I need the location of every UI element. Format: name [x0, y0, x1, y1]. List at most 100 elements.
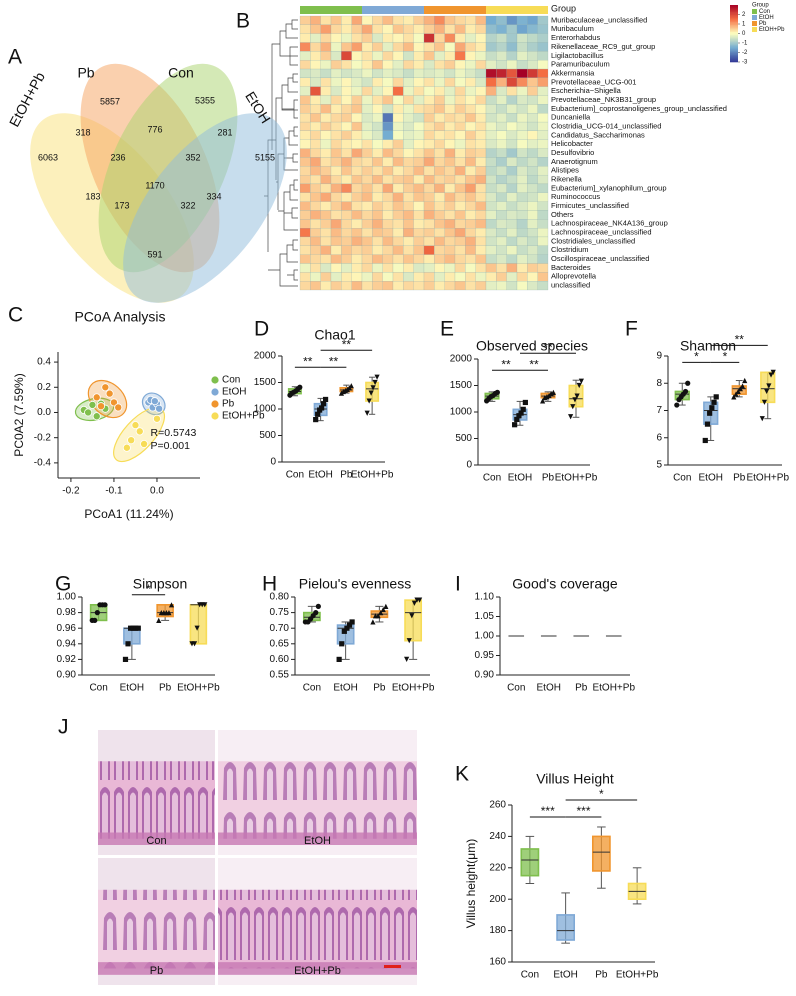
heatmap-cell	[413, 33, 425, 43]
heatmap-cell	[330, 95, 342, 105]
heatmap-cell	[299, 183, 311, 193]
heatmap-cell	[310, 272, 321, 282]
heatmap-cell	[423, 24, 435, 34]
heatmap-cell	[423, 86, 435, 96]
heatmap-cell	[516, 192, 528, 202]
heatmap-cell	[320, 210, 332, 220]
heatmap-cell	[403, 121, 414, 132]
heatmap-cell	[299, 130, 311, 140]
heatmap-cell	[310, 139, 321, 149]
heatmap-cell	[413, 254, 425, 264]
heatmap-cell	[516, 95, 528, 105]
data-point	[135, 625, 141, 631]
heatmap-cell	[351, 192, 363, 202]
heatmap-cell	[392, 86, 404, 96]
data-point	[759, 416, 765, 422]
heatmap-cell	[330, 272, 342, 282]
heatmap-cell	[485, 130, 497, 140]
data-point	[674, 402, 680, 408]
heatmap-cell	[413, 104, 425, 114]
significance-label: *	[723, 350, 728, 364]
heatmap-cell	[330, 245, 342, 255]
y-tick-label: -0.4	[34, 458, 52, 469]
x-tick-label: EtOH	[308, 470, 332, 481]
y-tick-label: 8	[656, 378, 662, 389]
heatmap-cell	[372, 236, 383, 246]
heatmap-cell	[465, 24, 476, 34]
heatmap-cell	[330, 263, 342, 273]
y-tick-label: 0.90	[57, 670, 77, 681]
heatmap-cell	[465, 236, 476, 246]
significance-label: **	[543, 340, 553, 354]
data-point	[568, 414, 574, 420]
heatmap-cell	[434, 95, 445, 105]
heatmap-cell	[527, 263, 538, 273]
heatmap-cell	[320, 254, 332, 264]
heatmap-cell	[454, 113, 466, 123]
heatmap-cell	[485, 104, 497, 114]
colorbar-step	[730, 59, 738, 61]
heatmap-cell	[527, 42, 538, 52]
data-point	[94, 610, 100, 616]
heatmap-cell	[485, 139, 497, 149]
heatmap-cell	[465, 228, 476, 238]
row-label: Eubacterium]_coprostanoligenes_group_unc…	[551, 104, 727, 113]
colorbar-tick-label: 2	[742, 12, 746, 18]
heatmap-cell	[299, 121, 311, 132]
heatmap-cell	[310, 174, 321, 185]
heatmap-cell	[496, 236, 507, 246]
heatmap-cell	[413, 174, 425, 185]
heatmap-cell	[341, 33, 352, 43]
heatmap-cell	[299, 157, 311, 167]
heatmap-cell	[475, 263, 487, 273]
legend-swatch	[752, 27, 757, 32]
heatmap-cell	[403, 68, 414, 78]
heatmap-cell	[392, 157, 404, 167]
heatmap-cell	[475, 183, 487, 193]
row-label: Alistipes	[551, 166, 579, 175]
data-point	[739, 383, 746, 389]
heatmap-cell	[496, 192, 507, 202]
heatmap-cell	[485, 121, 497, 132]
heatmap-cell	[320, 104, 332, 114]
histology-tissue	[98, 761, 215, 839]
y-tick-label: 240	[489, 831, 506, 842]
heatmap-cell	[516, 51, 528, 61]
heatmap-cell	[496, 104, 507, 114]
heatmap-cell	[496, 245, 507, 255]
row-label: Helicobacter	[551, 139, 593, 148]
data-point	[315, 411, 321, 417]
heatmap-cell	[351, 86, 363, 96]
heatmap-cell	[361, 148, 373, 158]
heatmap-cell	[299, 95, 311, 105]
heatmap-cell	[330, 281, 342, 291]
heatmap-cell	[320, 24, 332, 34]
heatmap-cell	[444, 254, 456, 264]
heatmap-cell	[485, 15, 497, 25]
heatmap-cell	[330, 201, 342, 211]
heatmap-cell	[299, 174, 311, 185]
heatmap-cell	[403, 139, 414, 149]
row-label: unclassified	[551, 281, 590, 290]
heatmap-cell	[516, 281, 528, 291]
heatmap-cell	[382, 121, 394, 132]
heatmap-cell	[310, 113, 321, 123]
y-tick-label: 0.55	[270, 670, 290, 681]
histology-mucosa	[218, 962, 417, 975]
heatmap-cell	[361, 219, 373, 229]
heatmap-cell	[372, 148, 383, 158]
colorbar-step	[730, 26, 738, 29]
heatmap-cell	[444, 104, 456, 114]
heatmap-cell	[351, 95, 363, 105]
legend-swatch	[752, 15, 757, 20]
heatmap-cell	[434, 113, 445, 123]
x-tick-label: Pb	[373, 683, 386, 694]
heatmap-cell	[423, 121, 435, 132]
heatmap-cell	[341, 272, 352, 282]
heatmap-cell	[527, 228, 538, 238]
colorbar-step	[730, 17, 738, 20]
heatmap-cell	[506, 33, 518, 43]
data-point	[297, 384, 303, 390]
heatmap-cell	[382, 95, 394, 105]
heatmap-cell	[537, 86, 549, 96]
